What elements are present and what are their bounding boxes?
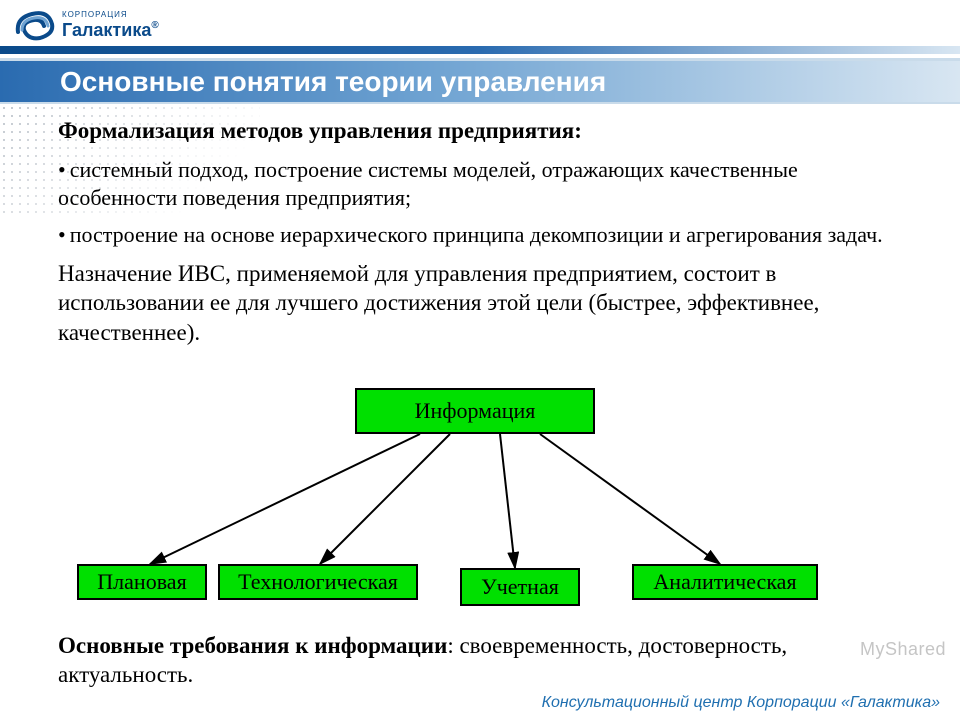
bottom-text: Основные требования к информации: своевр…: [58, 632, 920, 690]
header-stripe: [0, 46, 960, 54]
bullet-2: построение на основе иерархического прин…: [58, 221, 920, 249]
logo-name: Галактика®: [62, 21, 159, 39]
diagram: Информация Плановая Технологическая Учетная…: [0, 378, 960, 628]
header: КОРПОРАЦИЯ Галактика® Основные понятия т…: [0, 0, 960, 110]
content-heading: Формализация методов управления предприя…: [58, 118, 920, 144]
diagram-root-node: Информация: [355, 388, 595, 434]
bullet-1: системный подход, построение системы мод…: [58, 156, 920, 211]
logo-corp-label: КОРПОРАЦИЯ: [62, 11, 159, 19]
content-paragraph: Назначение ИВС, применяемой для управлен…: [58, 259, 920, 349]
diagram-child-node: Учетная: [460, 568, 580, 606]
footer: Консультационный центр Корпорации «Галак…: [542, 694, 940, 712]
watermark: MyShared: [860, 639, 946, 660]
diagram-child-node: Аналитическая: [632, 564, 818, 600]
diagram-child-node: Технологическая: [218, 564, 418, 600]
logo-icon: [12, 8, 56, 42]
bottom-bold: Основные требования к информации: [58, 633, 447, 658]
slide-title: Основные понятия теории управления: [0, 66, 606, 98]
logo: КОРПОРАЦИЯ Галактика®: [12, 8, 159, 42]
diagram-child-node: Плановая: [77, 564, 207, 600]
title-bar: Основные понятия теории управления: [0, 58, 960, 104]
content-block: Формализация методов управления предприя…: [58, 118, 920, 356]
